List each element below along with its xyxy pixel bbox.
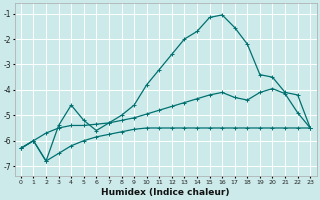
X-axis label: Humidex (Indice chaleur): Humidex (Indice chaleur) <box>101 188 230 197</box>
